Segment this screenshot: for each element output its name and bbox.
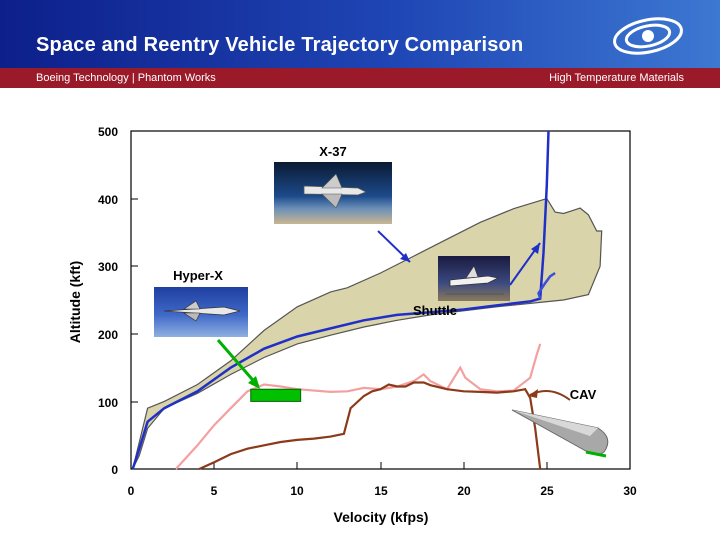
y-tick-label: 0 <box>111 463 118 477</box>
x37-vehicle-icon <box>303 173 367 209</box>
annotation-hyperx: Hyper-X <box>173 268 223 283</box>
x-tick-label: 25 <box>540 484 554 498</box>
y-tick-label: 500 <box>97 125 118 139</box>
series-shuttle-line <box>537 271 556 299</box>
shuttle-photo <box>438 256 510 301</box>
annotation-cav: CAV <box>569 387 597 402</box>
x37-arrowhead <box>400 253 410 262</box>
shuttle-vehicle-icon <box>446 265 504 295</box>
subtitle-bar <box>0 68 720 88</box>
x-ticks <box>213 462 548 469</box>
subtitle-left: Boeing Technology | Phantom Works <box>36 72 216 84</box>
cav-vehicle-icon <box>511 409 609 458</box>
y-tick-label: 200 <box>97 328 118 342</box>
cav-arrowhead <box>528 389 538 398</box>
annotation-x37: X-37 <box>319 144 347 159</box>
boeing-logo-icon <box>613 17 683 55</box>
x-axis-title: Velocity (kfps) <box>333 509 429 525</box>
x-tick-label: 20 <box>457 484 471 498</box>
x-tick-label: 0 <box>127 484 135 498</box>
series-cav-line <box>198 381 542 471</box>
subtitle-right: High Temperature Materials <box>549 72 684 84</box>
annotation-shuttle: Shuttle <box>412 303 458 318</box>
hyperx-pointer-arrow <box>216 339 260 387</box>
hyperx-test-box <box>250 388 302 402</box>
hyperx-arrowhead <box>248 376 260 389</box>
x-tick-label: 15 <box>374 484 388 498</box>
shuttle-arrowhead <box>531 243 540 254</box>
y-ticks <box>131 130 138 403</box>
header-bar <box>0 0 720 68</box>
hyperx-photo <box>154 287 248 337</box>
y-tick-label: 400 <box>97 193 118 207</box>
hyperx-vehicle-icon <box>163 300 241 322</box>
x37-photo <box>274 162 392 224</box>
x-tick-label: 10 <box>290 484 304 498</box>
x-tick-label: 5 <box>210 484 218 498</box>
page-title: Space and Reentry Vehicle Trajectory Com… <box>36 34 524 56</box>
x-tick-label: 30 <box>623 484 637 498</box>
y-tick-label: 300 <box>97 260 118 274</box>
y-tick-label: 100 <box>97 396 118 410</box>
